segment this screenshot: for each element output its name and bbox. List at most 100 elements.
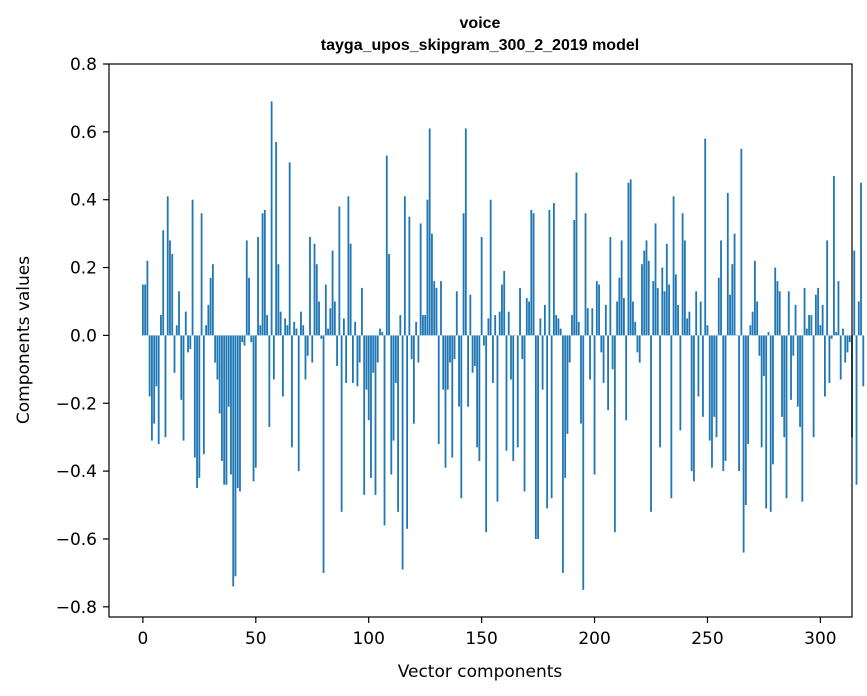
bar-189	[568, 335, 571, 363]
bar-223	[645, 240, 648, 336]
bar-255	[717, 277, 720, 336]
bar-65	[288, 162, 291, 336]
bar-242	[688, 311, 691, 336]
bar-70	[300, 311, 302, 336]
bar-132	[440, 281, 442, 336]
bar-79	[320, 335, 323, 339]
bar-34	[218, 335, 221, 414]
bar-177	[541, 335, 544, 390]
bar-98	[363, 335, 366, 495]
bar-271	[753, 260, 756, 336]
bar-163	[510, 335, 512, 380]
bar-262	[733, 233, 736, 336]
x-tick-label-0: 0	[137, 629, 148, 649]
bars-group	[141, 101, 865, 590]
bar-192	[575, 172, 578, 336]
bar-175	[537, 335, 539, 539]
bar-178	[543, 304, 546, 336]
bar-211	[618, 277, 621, 336]
bar-187	[564, 335, 567, 478]
bar-284	[783, 335, 786, 438]
bar-285	[785, 335, 788, 499]
bar-261	[731, 264, 734, 336]
bar-191	[573, 220, 576, 336]
y-axis-label: Components values	[14, 256, 34, 424]
bar-275	[763, 335, 765, 377]
bar-184	[557, 318, 560, 336]
bar-219	[636, 335, 639, 353]
bar-270	[751, 311, 754, 336]
bar-67	[293, 321, 296, 336]
bar-35	[221, 335, 223, 461]
bar-81	[324, 284, 327, 336]
bar-315	[853, 250, 856, 336]
bar-4	[151, 335, 153, 441]
bar-104	[376, 335, 379, 363]
bar-110	[390, 335, 393, 475]
bar-208	[611, 335, 614, 370]
x-tick-label-100: 100	[352, 629, 384, 649]
bar-116	[403, 196, 406, 336]
bar-279	[772, 335, 774, 465]
bar-303	[826, 240, 829, 336]
bar-37	[225, 335, 228, 485]
bar-317	[857, 301, 860, 336]
bar-75	[311, 335, 314, 363]
bar-73	[306, 335, 309, 356]
bar-243	[690, 335, 693, 472]
bar-106	[381, 332, 384, 336]
bar-147	[473, 335, 476, 366]
y-tick-label-5: 0.2	[70, 259, 97, 279]
bar-252	[711, 335, 713, 468]
bar-96	[358, 335, 361, 363]
bar-288	[792, 335, 795, 356]
bar-133	[442, 335, 445, 390]
bar-182	[552, 203, 555, 336]
bar-276	[765, 335, 768, 509]
bar-150	[480, 237, 483, 336]
y-axis-ticks: −0.8 −0.6 −0.4 −0.2 0.0 0.2 0.4 0.6 0.8	[56, 55, 109, 618]
bar-0	[141, 284, 144, 336]
bar-113	[397, 335, 399, 512]
bar-63	[284, 318, 287, 336]
bar-306	[833, 175, 835, 336]
bar-93	[352, 335, 354, 383]
bar-125	[424, 315, 427, 336]
bar-148	[476, 335, 479, 448]
bar-86	[336, 335, 338, 366]
bar-28	[205, 325, 208, 336]
bar-239	[681, 213, 684, 336]
y-tick-label-1: −0.6	[56, 530, 97, 550]
bar-305	[830, 335, 833, 339]
bar-16	[178, 291, 180, 336]
bar-91	[347, 196, 350, 336]
x-tick-label-200: 200	[578, 629, 610, 649]
bar-40	[232, 335, 235, 587]
bar-52	[259, 325, 262, 336]
bar-120	[412, 335, 415, 424]
bar-222	[643, 250, 646, 336]
bar-143	[464, 128, 467, 336]
bar-245	[695, 291, 698, 336]
bar-129	[433, 281, 436, 336]
plot-frame	[108, 63, 853, 618]
bar-250	[706, 325, 709, 336]
bar-85	[333, 301, 336, 336]
bar-82	[327, 328, 329, 336]
bar-128	[431, 233, 433, 336]
bar-225	[650, 335, 652, 512]
bar-258	[724, 335, 727, 461]
chart-title: voice	[460, 15, 501, 32]
bar-166	[516, 335, 519, 448]
bar-235	[672, 196, 675, 336]
bar-14	[173, 335, 176, 373]
bar-202	[598, 284, 600, 336]
bar-253	[713, 335, 716, 417]
bar-99	[365, 335, 368, 390]
bar-186	[562, 335, 564, 573]
bar-203	[600, 335, 603, 353]
bar-77	[315, 264, 318, 336]
bar-197	[586, 308, 589, 336]
bar-97	[361, 287, 363, 336]
bar-123	[419, 223, 422, 336]
